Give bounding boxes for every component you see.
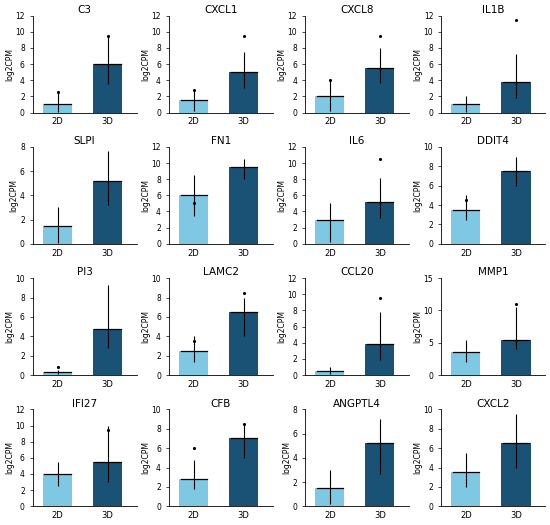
Bar (229, 72, 258, 112)
Y-axis label: log2CPM: log2CPM (5, 442, 14, 474)
Bar (315, 97, 344, 112)
Y-axis label: log2CPM: log2CPM (282, 442, 291, 474)
Bar (93, 64, 122, 112)
Title: CXCL8: CXCL8 (340, 5, 373, 15)
Bar (315, 371, 344, 375)
Bar (365, 68, 394, 112)
Bar (365, 443, 394, 506)
Title: IL6: IL6 (349, 136, 365, 146)
Bar (452, 472, 481, 506)
Bar (315, 488, 344, 506)
Title: DDIT4: DDIT4 (477, 136, 509, 146)
Bar (179, 100, 208, 112)
Bar (452, 210, 481, 244)
Bar (229, 167, 258, 244)
Bar (452, 352, 481, 375)
Bar (365, 202, 394, 244)
Y-axis label: log2CPM: log2CPM (141, 48, 150, 80)
Bar (315, 219, 344, 244)
Title: SLPI: SLPI (74, 136, 96, 146)
Bar (43, 226, 72, 244)
Y-axis label: log2CPM: log2CPM (5, 48, 14, 80)
Title: ANGPTL4: ANGPTL4 (333, 398, 381, 408)
Y-axis label: log2CPM: log2CPM (5, 310, 14, 343)
Y-axis label: log2CPM: log2CPM (413, 179, 422, 212)
Y-axis label: log2CPM: log2CPM (141, 179, 150, 212)
Title: FN1: FN1 (211, 136, 231, 146)
Bar (229, 312, 258, 375)
Y-axis label: log2CPM: log2CPM (141, 310, 150, 343)
Y-axis label: log2CPM: log2CPM (277, 48, 286, 80)
Y-axis label: log2CPM: log2CPM (9, 179, 19, 212)
Bar (179, 351, 208, 375)
Title: C3: C3 (78, 5, 92, 15)
Title: PI3: PI3 (76, 267, 92, 277)
Bar (93, 462, 122, 506)
Title: IFI27: IFI27 (72, 398, 97, 408)
Bar (93, 329, 122, 375)
Title: CFB: CFB (211, 398, 231, 408)
Y-axis label: log2CPM: log2CPM (413, 310, 422, 343)
Title: MMP1: MMP1 (478, 267, 508, 277)
Bar (502, 82, 531, 112)
Bar (452, 104, 481, 112)
Bar (502, 340, 531, 375)
Y-axis label: log2CPM: log2CPM (141, 442, 150, 474)
Bar (229, 438, 258, 506)
Y-axis label: log2CPM: log2CPM (413, 48, 422, 80)
Bar (43, 474, 72, 506)
Bar (502, 171, 531, 244)
Bar (179, 479, 208, 506)
Bar (43, 104, 72, 112)
Bar (179, 195, 208, 244)
Bar (365, 344, 394, 375)
Title: LAMC2: LAMC2 (203, 267, 239, 277)
Bar (502, 443, 531, 506)
Y-axis label: log2CPM: log2CPM (413, 442, 422, 474)
Title: CXCL1: CXCL1 (204, 5, 238, 15)
Bar (43, 372, 72, 375)
Y-axis label: log2CPM: log2CPM (277, 179, 286, 212)
Y-axis label: log2CPM: log2CPM (277, 310, 286, 343)
Title: CXCL2: CXCL2 (476, 398, 510, 408)
Bar (93, 181, 122, 244)
Title: CCL20: CCL20 (340, 267, 373, 277)
Title: IL1B: IL1B (482, 5, 504, 15)
